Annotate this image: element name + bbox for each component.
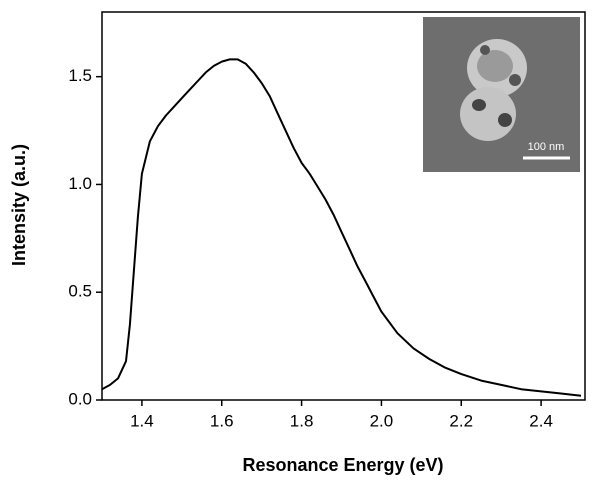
- inset-label: 100 nm: [528, 141, 565, 153]
- y-tick-label: 0.5: [68, 282, 92, 301]
- inset-image: 100 nm: [423, 17, 580, 172]
- x-axis-label: Resonance Energy (eV): [242, 455, 443, 475]
- y-tick-label: 0.0: [68, 389, 92, 408]
- y-axis-label: Intensity (a.u.): [9, 144, 29, 266]
- x-tick-label: 2.2: [449, 411, 473, 430]
- plot-frame: [101, 11, 586, 401]
- x-tick-label: 2.0: [370, 411, 394, 430]
- x-tick-label: 2.4: [529, 411, 553, 430]
- x-tick-label: 1.8: [290, 411, 314, 430]
- y-tick-label: 1.5: [68, 66, 92, 85]
- x-tick-label: 1.4: [130, 411, 154, 430]
- y-tick-label: 1.0: [68, 174, 92, 193]
- data-line: [101, 58, 582, 397]
- x-tick-label: 1.6: [210, 411, 234, 430]
